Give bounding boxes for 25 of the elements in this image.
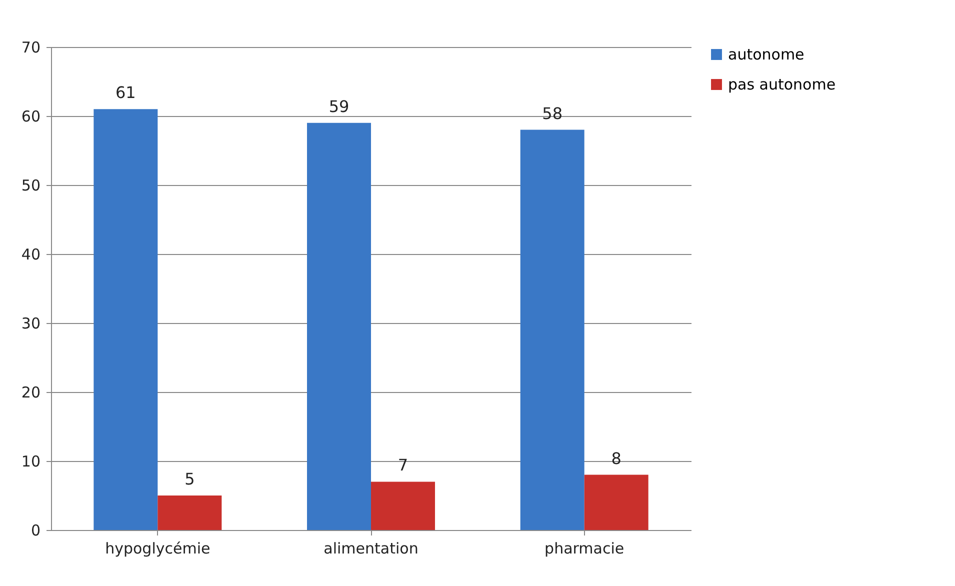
data-label: 61 <box>115 83 136 102</box>
data-label: 7 <box>398 456 408 475</box>
bar <box>94 109 158 530</box>
y-tick-label: 70 <box>21 38 40 56</box>
bar <box>307 122 371 530</box>
x-tick-label: pharmacie <box>544 540 624 558</box>
y-tick-label: 60 <box>21 108 40 126</box>
x-tick-label: alimentation <box>324 540 418 558</box>
data-label: 58 <box>542 104 563 123</box>
legend-label: autonome <box>728 46 804 64</box>
y-tick-label: 30 <box>21 314 40 332</box>
y-tick-label: 40 <box>21 246 40 264</box>
bar <box>520 130 584 530</box>
bar <box>584 474 648 530</box>
data-label: 8 <box>611 448 622 468</box>
legend-label: pas autonome <box>728 76 836 94</box>
bar <box>158 496 222 530</box>
data-label: 5 <box>184 470 195 488</box>
y-tick-label: 20 <box>21 384 40 402</box>
data-label: 59 <box>328 96 350 116</box>
y-tick-label: 0 <box>30 522 40 540</box>
x-tick-label: hypoglycémie <box>105 540 210 558</box>
bar <box>371 482 435 530</box>
y-tick-label: 10 <box>21 452 40 470</box>
y-tick-label: 50 <box>21 176 40 194</box>
